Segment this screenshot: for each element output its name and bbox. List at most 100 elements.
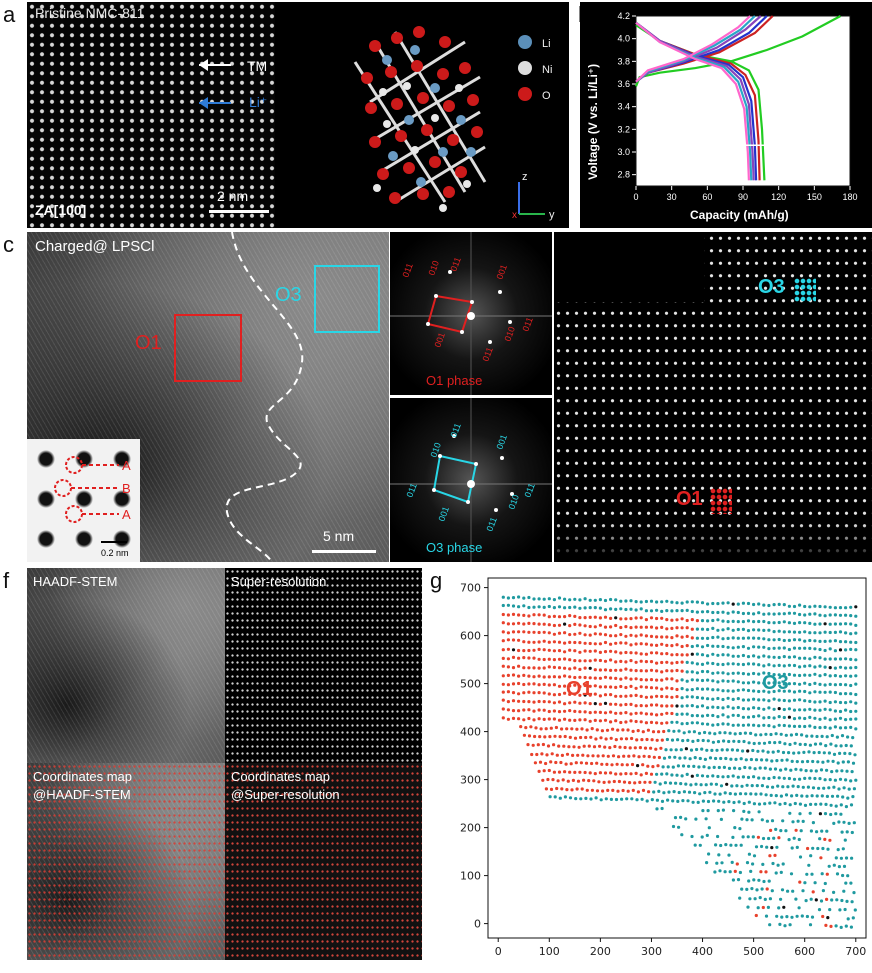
scatter-point <box>808 724 812 728</box>
scatter-point <box>818 674 822 678</box>
scatter-point <box>578 770 582 774</box>
scatter-point <box>719 843 723 848</box>
scatter-point <box>576 753 580 757</box>
scatter-point <box>844 718 848 722</box>
scatter-point <box>629 607 633 611</box>
scatter-point <box>679 748 683 752</box>
scatter-point <box>649 616 654 620</box>
scatter-point <box>746 662 751 666</box>
cycle-6-charge-curve <box>635 15 751 83</box>
scatter-point <box>741 601 745 605</box>
coordinates-scatter: 0 100 200 300 400 500 600 700010020030040050060… <box>460 577 867 958</box>
scatter-point <box>634 608 638 612</box>
scatter-point <box>592 779 596 783</box>
empty-region-top-left <box>554 232 704 302</box>
scatter-point <box>644 712 648 716</box>
scatter-point <box>527 734 532 738</box>
scatter-point <box>852 787 856 791</box>
scatter-point <box>690 695 694 699</box>
scatter-point <box>639 720 643 724</box>
scatter-point <box>629 633 633 637</box>
axes-indicator: z y x <box>512 171 555 221</box>
scatter-point <box>782 698 786 703</box>
scatter-point <box>594 796 598 800</box>
scatter-point <box>701 738 705 743</box>
scatter-point <box>738 870 742 875</box>
scatter-point <box>667 729 671 733</box>
scatter-point <box>726 645 730 649</box>
scatter-point <box>823 699 827 703</box>
scatter-point <box>603 659 608 663</box>
scatter-point <box>664 748 668 752</box>
scatter-point <box>768 854 772 858</box>
scatter-point <box>537 630 541 635</box>
scatter-point <box>823 657 827 661</box>
scatter-point <box>618 745 622 749</box>
scatter-point <box>777 655 781 660</box>
scatter-point <box>828 666 832 670</box>
scatter-point <box>655 686 659 690</box>
scatter-point <box>660 652 664 656</box>
scatter-point <box>669 748 673 752</box>
scatter-point <box>823 614 827 618</box>
scatter-point <box>501 612 505 617</box>
scatter-point <box>619 668 623 672</box>
chart-g-ytick-label: 300 <box>460 774 481 787</box>
scatter-point <box>655 713 659 717</box>
scatter-point <box>537 666 541 670</box>
scatter-point <box>745 861 750 865</box>
scatter-point <box>713 732 717 736</box>
scatter-point <box>623 745 627 750</box>
scatter-point <box>711 661 715 666</box>
scatter-point <box>652 755 656 759</box>
scatter-point <box>760 887 764 891</box>
scatter-point <box>639 616 643 620</box>
scatter-point <box>552 770 556 774</box>
oxygen-atoms <box>361 26 483 204</box>
scatter-point <box>547 692 551 696</box>
scatter-point <box>619 651 623 655</box>
scatter-point <box>583 666 587 670</box>
scatter-point <box>836 794 840 798</box>
scatter-point <box>635 738 639 742</box>
scatter-point <box>838 751 842 755</box>
scatter-point <box>568 675 572 679</box>
scatter-point <box>827 864 831 868</box>
scatter-point <box>511 604 516 608</box>
scatter-point <box>752 620 756 624</box>
scatter-point <box>593 692 597 696</box>
scatter-point <box>834 856 838 860</box>
scatter-point <box>821 846 825 851</box>
scatter-point <box>801 889 805 893</box>
scatter-point <box>715 861 719 865</box>
scatter-point <box>726 689 730 693</box>
scatter-point <box>764 870 768 874</box>
scatter-point <box>589 735 593 739</box>
scatter-point <box>809 769 813 773</box>
scatter-point <box>835 735 839 739</box>
scatter-point <box>848 752 852 756</box>
scatter-point <box>811 759 815 764</box>
scatter-point <box>544 761 548 766</box>
scatter-point <box>806 759 810 764</box>
scatter-point <box>557 640 562 644</box>
scatter-point <box>661 765 665 769</box>
scatter-point <box>624 772 628 776</box>
scatter-point <box>756 835 760 839</box>
scatter-point <box>601 754 605 758</box>
scatter-point <box>790 915 794 919</box>
scatter-point <box>695 705 699 709</box>
scatter-point <box>798 630 802 634</box>
scatter-point <box>700 619 705 623</box>
scatter-point <box>685 772 689 776</box>
scatter-point <box>628 746 632 750</box>
scatter-point <box>810 794 814 798</box>
scatter-point <box>670 669 674 673</box>
scatter-point <box>830 770 834 774</box>
panel-a-crystal-model: Li Ni O z y x <box>275 2 569 228</box>
chart-b-ytick-label: 3.4 <box>617 102 630 112</box>
scatter-point <box>833 717 837 721</box>
scatter-point <box>716 705 720 710</box>
scatter-point <box>633 781 637 785</box>
scatter-point <box>774 827 778 831</box>
